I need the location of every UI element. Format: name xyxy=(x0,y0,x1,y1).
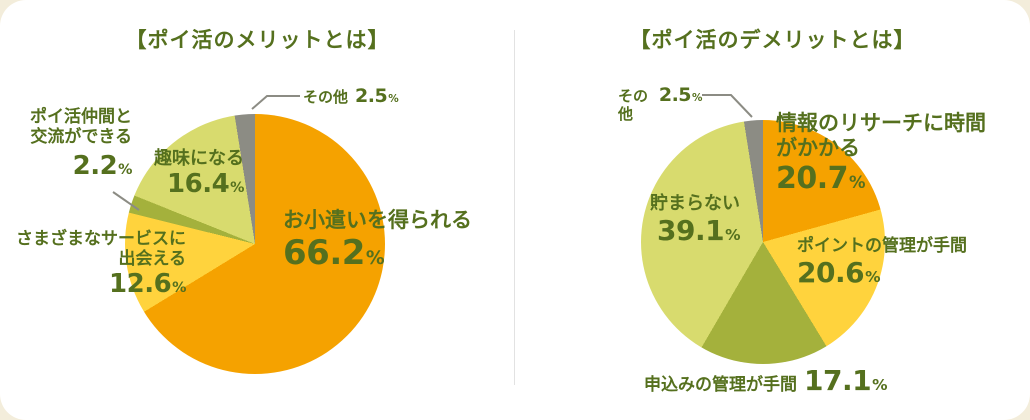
demerit-chart-title: 【ポイ活のデメリットとは】 xyxy=(629,28,916,52)
merit-other-value: 2.5 xyxy=(355,85,388,107)
demerit-other-value: 2.5 xyxy=(658,84,692,106)
percent-sign: % xyxy=(388,93,399,105)
percent-sign: % xyxy=(872,376,888,394)
demerit-label-not-saving: 貯まらない 39.1% xyxy=(650,193,740,248)
percent-sign: % xyxy=(230,180,244,197)
divider xyxy=(514,30,515,385)
demerit-label-research: 情報のリサーチに時間がかかる 20.7% xyxy=(776,111,986,196)
demerit-point-management-value: 20.6 xyxy=(797,256,865,290)
merit-label-friends: ポイ活仲間と交流ができる 2.2% xyxy=(30,107,132,182)
demerit-pie-chart xyxy=(641,120,885,364)
percent-sign: % xyxy=(725,226,740,245)
merit-other-leader-line xyxy=(251,95,300,110)
demerit-other-leader-line xyxy=(702,94,753,118)
percent-sign: % xyxy=(849,172,866,192)
merit-hobby-value: 16.4 xyxy=(167,169,230,200)
merit-chart-title: 【ポイ活のメリットとは】 xyxy=(125,28,390,52)
merit-main-value: 66.2 xyxy=(283,232,365,273)
demerit-not-saving-value: 39.1 xyxy=(656,214,725,248)
demerit-label-point-management: ポイントの管理が手間 20.6% xyxy=(797,236,967,290)
merit-label-other: その他 2.5% xyxy=(303,85,399,107)
percent-sign: % xyxy=(865,268,881,287)
merit-pie-chart xyxy=(125,114,385,374)
merit-label-hobby: 趣味になる 16.4% xyxy=(154,148,244,200)
merit-label-main: お小遣いを得られる 66.2% xyxy=(283,208,472,273)
demerit-label-application: 申込みの管理が手間 17.1% xyxy=(644,364,888,397)
merit-services-value: 12.6 xyxy=(109,269,172,300)
percent-sign: % xyxy=(118,162,132,179)
percent-sign: % xyxy=(172,280,186,297)
demerit-label-other: その他 2.5% xyxy=(618,84,702,123)
percent-sign: % xyxy=(692,92,702,104)
merit-friends-value: 2.2 xyxy=(72,151,118,182)
merit-label-services: さまざまなサービスに出会える 12.6% xyxy=(16,229,186,300)
percent-sign: % xyxy=(365,247,385,269)
demerit-research-value: 20.7 xyxy=(776,160,849,196)
demerit-application-value: 17.1 xyxy=(804,364,872,397)
